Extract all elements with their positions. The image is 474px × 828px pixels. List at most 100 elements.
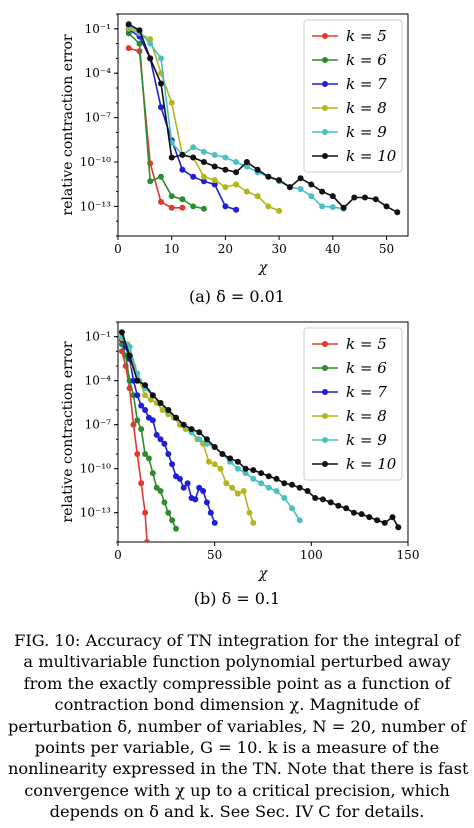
legend-marker: [322, 105, 328, 111]
series-line: [121, 336, 301, 521]
y-tick-label: 10⁻¹⁰: [80, 462, 111, 476]
data-point: [258, 470, 265, 477]
data-point: [142, 509, 149, 516]
y-tick-label: 10⁻⁴: [85, 374, 112, 388]
y-tick-label: 10⁻⁴: [85, 66, 112, 80]
data-point: [273, 488, 280, 494]
data-point: [134, 392, 141, 399]
data-point: [207, 509, 214, 516]
data-point: [149, 417, 156, 424]
data-point: [358, 511, 365, 518]
y-tick-label: 10⁻¹: [85, 330, 111, 344]
legend-label: k = 6: [346, 359, 387, 377]
plot-frame: [117, 13, 409, 237]
data-point: [179, 151, 186, 158]
y-axis-label: relative contraction error: [60, 34, 76, 215]
legend-box: [303, 327, 403, 481]
data-point: [157, 488, 164, 494]
subfigure-caption: (a) δ = 0.01: [189, 287, 285, 306]
data-point: [158, 198, 164, 205]
legend-marker: [322, 437, 328, 443]
data-point: [223, 480, 230, 487]
data-point: [205, 458, 212, 465]
data-point: [381, 519, 388, 526]
data-point: [196, 429, 203, 436]
data-point: [281, 480, 288, 487]
legend-label: k = 7: [346, 75, 387, 93]
data-point: [211, 177, 218, 184]
legend-marker: [322, 461, 328, 467]
data-point: [394, 209, 401, 216]
legend-marker: [322, 81, 328, 87]
data-point: [136, 27, 143, 34]
data-point: [138, 480, 145, 487]
data-point: [134, 417, 141, 424]
data-point: [136, 40, 143, 47]
data-point: [296, 484, 303, 491]
data-point: [142, 451, 149, 457]
data-point: [157, 400, 164, 406]
data-point: [395, 524, 402, 531]
data-point: [147, 40, 154, 47]
data-point: [188, 426, 195, 433]
data-point: [265, 484, 272, 491]
data-point: [158, 80, 164, 87]
data-point: [153, 431, 160, 438]
legend-marker: [322, 389, 328, 395]
data-point: [184, 480, 191, 487]
data-point: [159, 407, 166, 413]
data-point: [289, 481, 295, 488]
data-point: [180, 421, 187, 428]
data-point: [340, 204, 347, 211]
plot-frame: [117, 321, 409, 543]
data-point: [222, 166, 229, 173]
series-line: [121, 344, 177, 530]
legend-label: k = 7: [346, 383, 387, 401]
data-point: [265, 173, 272, 180]
data-point: [343, 505, 350, 512]
y-tick-label: 10⁻¹⁰: [80, 155, 111, 169]
data-point: [304, 488, 311, 494]
data-point: [276, 207, 283, 214]
data-point: [374, 517, 381, 524]
data-point: [126, 352, 133, 359]
data-point: [211, 444, 218, 450]
data-point: [192, 496, 199, 503]
panel-b: 0 50 100 150 10⁻¹ 10⁻⁴ 10⁻⁷ 10⁻¹⁰ 10⁻¹³ χ relative…: [60, 321, 420, 608]
data-point: [234, 465, 241, 472]
data-point: [329, 204, 336, 211]
data-point: [258, 480, 265, 487]
data-point: [351, 194, 358, 201]
data-point: [297, 175, 304, 182]
caption-line: nonlinearity expressed in the TN. Note t…: [8, 759, 469, 779]
data-point: [297, 186, 304, 192]
x-tick-label: 150: [397, 548, 420, 562]
data-point: [168, 193, 175, 200]
data-point: [366, 514, 373, 521]
data-point: [227, 455, 234, 462]
data-point: [200, 178, 207, 185]
data-point: [250, 467, 257, 474]
data-point: [243, 163, 250, 170]
data-point: [125, 45, 132, 52]
data-point: [233, 181, 240, 188]
legend-marker: [322, 341, 328, 347]
data-point: [234, 458, 241, 465]
data-point: [254, 166, 261, 173]
data-point: [190, 144, 197, 151]
data-point: [165, 451, 172, 457]
data-point: [389, 514, 396, 521]
data-point: [134, 377, 141, 384]
series-group: [118, 329, 402, 542]
data-point: [158, 55, 164, 62]
data-point: [222, 203, 229, 210]
data-point: [265, 203, 272, 210]
data-point: [265, 473, 272, 480]
data-point: [157, 436, 164, 443]
data-point: [145, 455, 152, 462]
data-point: [219, 451, 226, 457]
data-point: [158, 173, 164, 180]
data-point: [250, 475, 257, 482]
data-point: [312, 495, 319, 501]
data-point: [233, 206, 240, 213]
